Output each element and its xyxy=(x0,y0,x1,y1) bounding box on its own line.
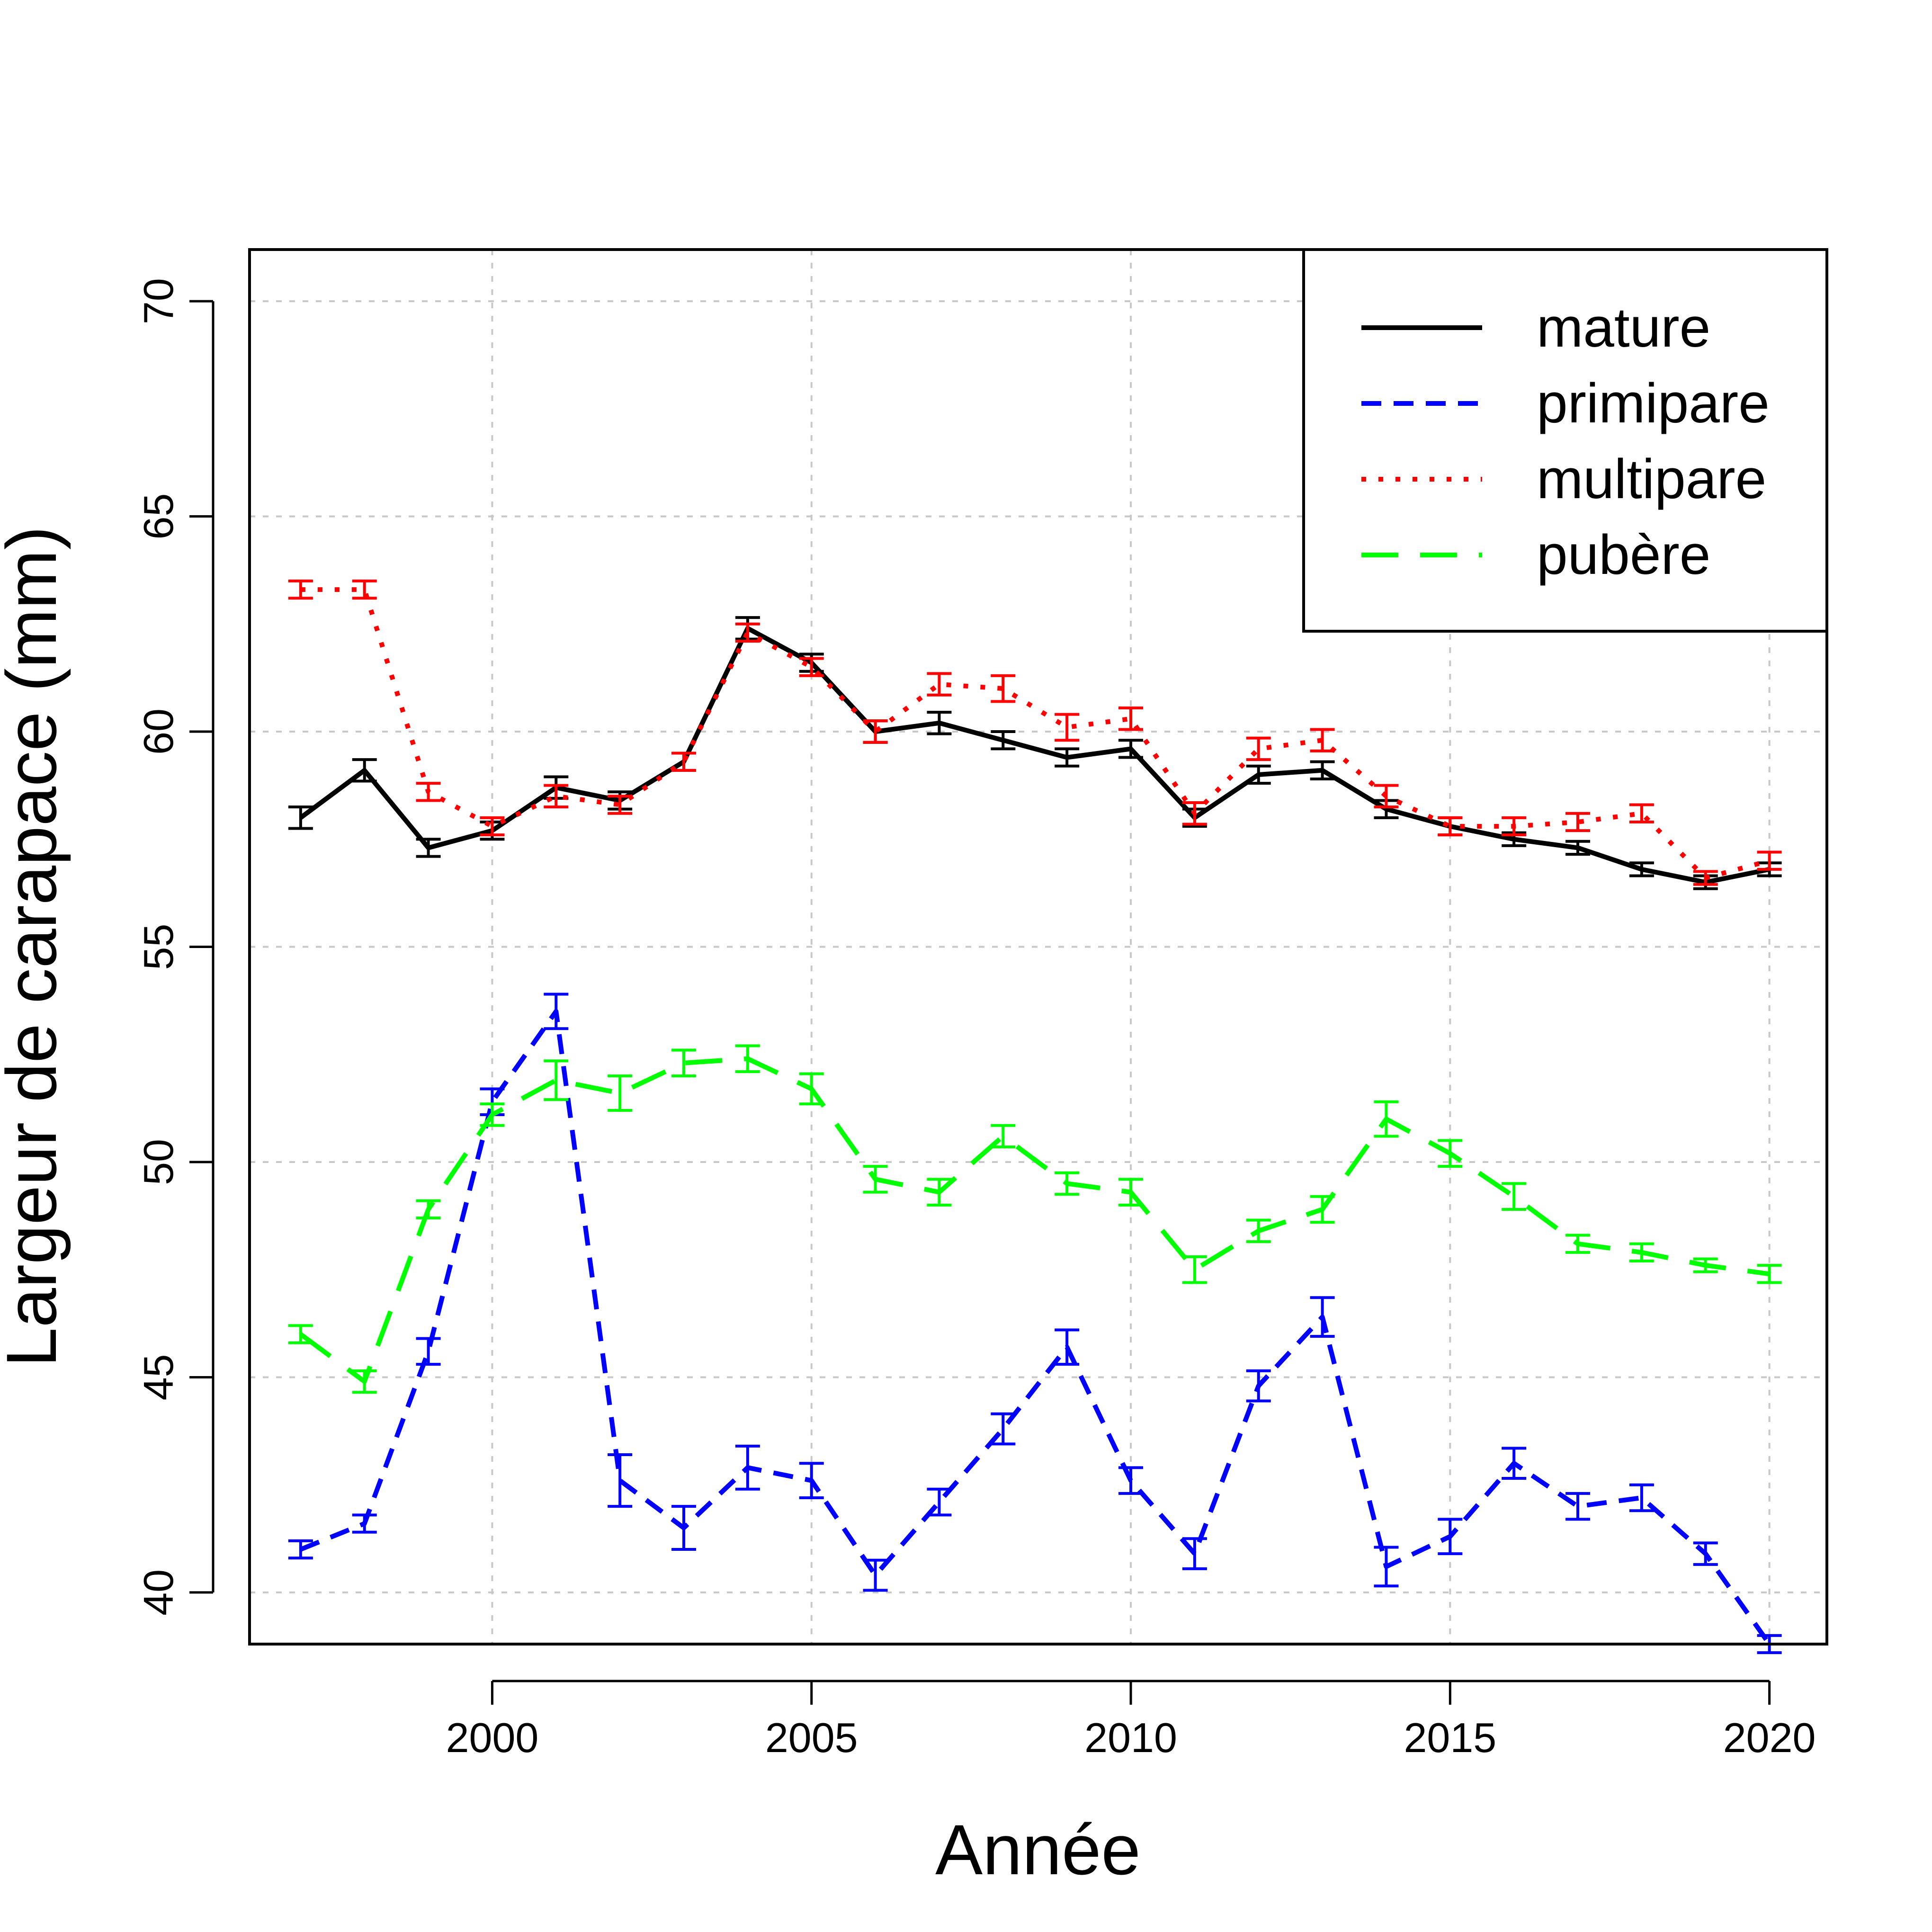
x-axis: 2000 2005 2010 2015 2020 xyxy=(446,1680,1816,1761)
x-tick-label: 2000 xyxy=(446,1714,539,1761)
legend-box xyxy=(1302,248,1828,633)
legend-label-primipare: primipare xyxy=(1537,372,1770,435)
series-line xyxy=(300,1009,1771,1646)
y-axis: 40 45 50 55 60 65 70 xyxy=(135,278,215,1616)
series-line xyxy=(299,626,1770,885)
y-tick-label: 65 xyxy=(135,493,182,540)
y-tick-label: 60 xyxy=(135,708,182,755)
series-multipare xyxy=(288,579,1782,886)
legend-label-multipare: multipare xyxy=(1537,448,1766,510)
x-tick-label: 2015 xyxy=(1404,1714,1496,1761)
series-pubère xyxy=(288,1044,1782,1394)
plot-frame xyxy=(248,248,1828,1646)
legend-label-mature: mature xyxy=(1537,296,1710,359)
series-line xyxy=(299,1056,1770,1384)
x-tick-label: 2020 xyxy=(1723,1714,1816,1761)
x-tick-label: 2010 xyxy=(1084,1714,1177,1761)
y-tick-label: 55 xyxy=(135,924,182,970)
y-tick-label: 70 xyxy=(135,278,182,324)
y-tick-label: 40 xyxy=(135,1569,182,1616)
error-bars xyxy=(288,579,1782,886)
legend: mature primipare multipare pubère xyxy=(1302,248,1828,633)
x-tick-label: 2005 xyxy=(765,1714,858,1761)
y-tick-label: 45 xyxy=(135,1354,182,1401)
y-tick-label: 50 xyxy=(135,1139,182,1185)
series-primipare xyxy=(288,993,1782,1655)
legend-label-pubère: pubère xyxy=(1537,524,1710,586)
x-axis-title: Année xyxy=(935,1810,1141,1889)
series-layer xyxy=(288,579,1782,1655)
y-axis-title: Largeur de carapace (mm) xyxy=(0,526,71,1367)
